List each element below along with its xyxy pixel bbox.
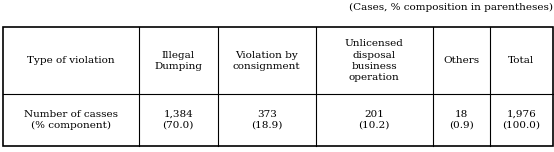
Text: 1,976
(100.0): 1,976 (100.0) (502, 110, 540, 130)
Text: 1,384
(70.0): 1,384 (70.0) (162, 110, 194, 130)
Text: Illegal
Dumping: Illegal Dumping (154, 50, 202, 71)
Text: Others: Others (443, 56, 479, 65)
Text: Total: Total (508, 56, 535, 65)
Text: Unlicensed
disposal
business
operation: Unlicensed disposal business operation (345, 39, 404, 82)
Text: Number of casses
(% component): Number of casses (% component) (24, 110, 118, 130)
Text: 373
(18.9): 373 (18.9) (251, 110, 283, 130)
Text: 201
(10.2): 201 (10.2) (358, 110, 390, 130)
Bar (3, 27, 553, 146)
Text: Violation by
consignment: Violation by consignment (233, 50, 301, 71)
Text: (Cases, % composition in parentheses): (Cases, % composition in parentheses) (349, 3, 553, 12)
Text: 18
(0.9): 18 (0.9) (449, 110, 474, 130)
Text: Type of violation: Type of violation (27, 56, 115, 65)
